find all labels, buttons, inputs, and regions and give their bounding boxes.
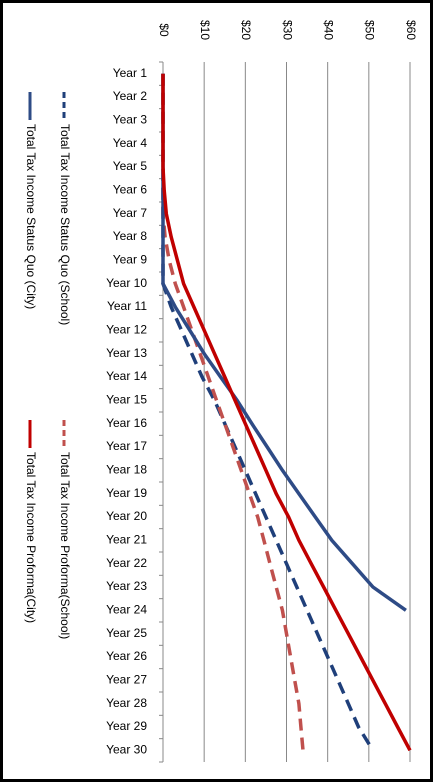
x-tick-label: Year 10 bbox=[106, 276, 147, 290]
y-tick-label: $50 bbox=[363, 20, 377, 40]
x-tick-label: Year 30 bbox=[106, 743, 147, 757]
series-line bbox=[161, 73, 305, 751]
x-tick-label: Year 29 bbox=[106, 719, 147, 733]
x-tick-label: Year 15 bbox=[106, 393, 147, 407]
legend-label: Total Tax Income Proforma(City) bbox=[24, 452, 38, 623]
legend-label: Total Tax Income Proforma(School) bbox=[58, 452, 72, 639]
x-tick-label: Year 28 bbox=[106, 696, 147, 710]
x-tick-label: Year 26 bbox=[106, 649, 147, 663]
y-tick-label: $0 bbox=[157, 23, 171, 37]
series-line bbox=[161, 73, 412, 752]
y-tick-label: $30 bbox=[280, 20, 294, 40]
x-tick-label: Year 22 bbox=[106, 556, 147, 570]
y-tick-label: $20 bbox=[239, 20, 253, 40]
x-tick-label: Year 17 bbox=[106, 439, 147, 453]
x-tick-label: Year 21 bbox=[106, 533, 147, 547]
x-tick-label: Year 20 bbox=[106, 509, 147, 523]
y-tick-label: $10 bbox=[198, 20, 212, 40]
x-tick-label: Year 1 bbox=[113, 66, 148, 80]
x-tick-label: Year 24 bbox=[106, 603, 147, 617]
x-tick-label: Year 4 bbox=[113, 136, 148, 150]
y-tick-label: $60 bbox=[404, 20, 418, 40]
x-tick-label: Year 7 bbox=[113, 206, 148, 220]
x-tick-label: Year 19 bbox=[106, 486, 147, 500]
x-tick-label: Year 23 bbox=[106, 579, 147, 593]
x-tick-label: Year 18 bbox=[106, 463, 147, 477]
x-tick-label: Year 27 bbox=[106, 673, 147, 687]
x-tick-label: Year 13 bbox=[106, 346, 147, 360]
x-tick-label: Year 11 bbox=[107, 299, 147, 313]
x-tick-label: Year 12 bbox=[106, 323, 147, 337]
x-tick-label: Year 8 bbox=[113, 229, 148, 243]
x-tick-label: Year 16 bbox=[106, 416, 147, 430]
x-tick-label: Year 9 bbox=[113, 253, 148, 267]
y-tick-label: $40 bbox=[321, 20, 335, 40]
legend-label: Total Tax Income Status Quo (City) bbox=[24, 124, 38, 309]
x-tick-label: Year 14 bbox=[106, 369, 147, 383]
x-tick-label: Year 3 bbox=[113, 113, 148, 127]
x-tick-label: Year 5 bbox=[113, 159, 148, 173]
x-tick-label: Year 25 bbox=[106, 626, 147, 640]
x-tick-label: Year 2 bbox=[113, 89, 148, 103]
x-tick-label: Year 6 bbox=[113, 183, 148, 197]
legend-label: Total Tax Income Status Quo (School) bbox=[58, 124, 72, 325]
